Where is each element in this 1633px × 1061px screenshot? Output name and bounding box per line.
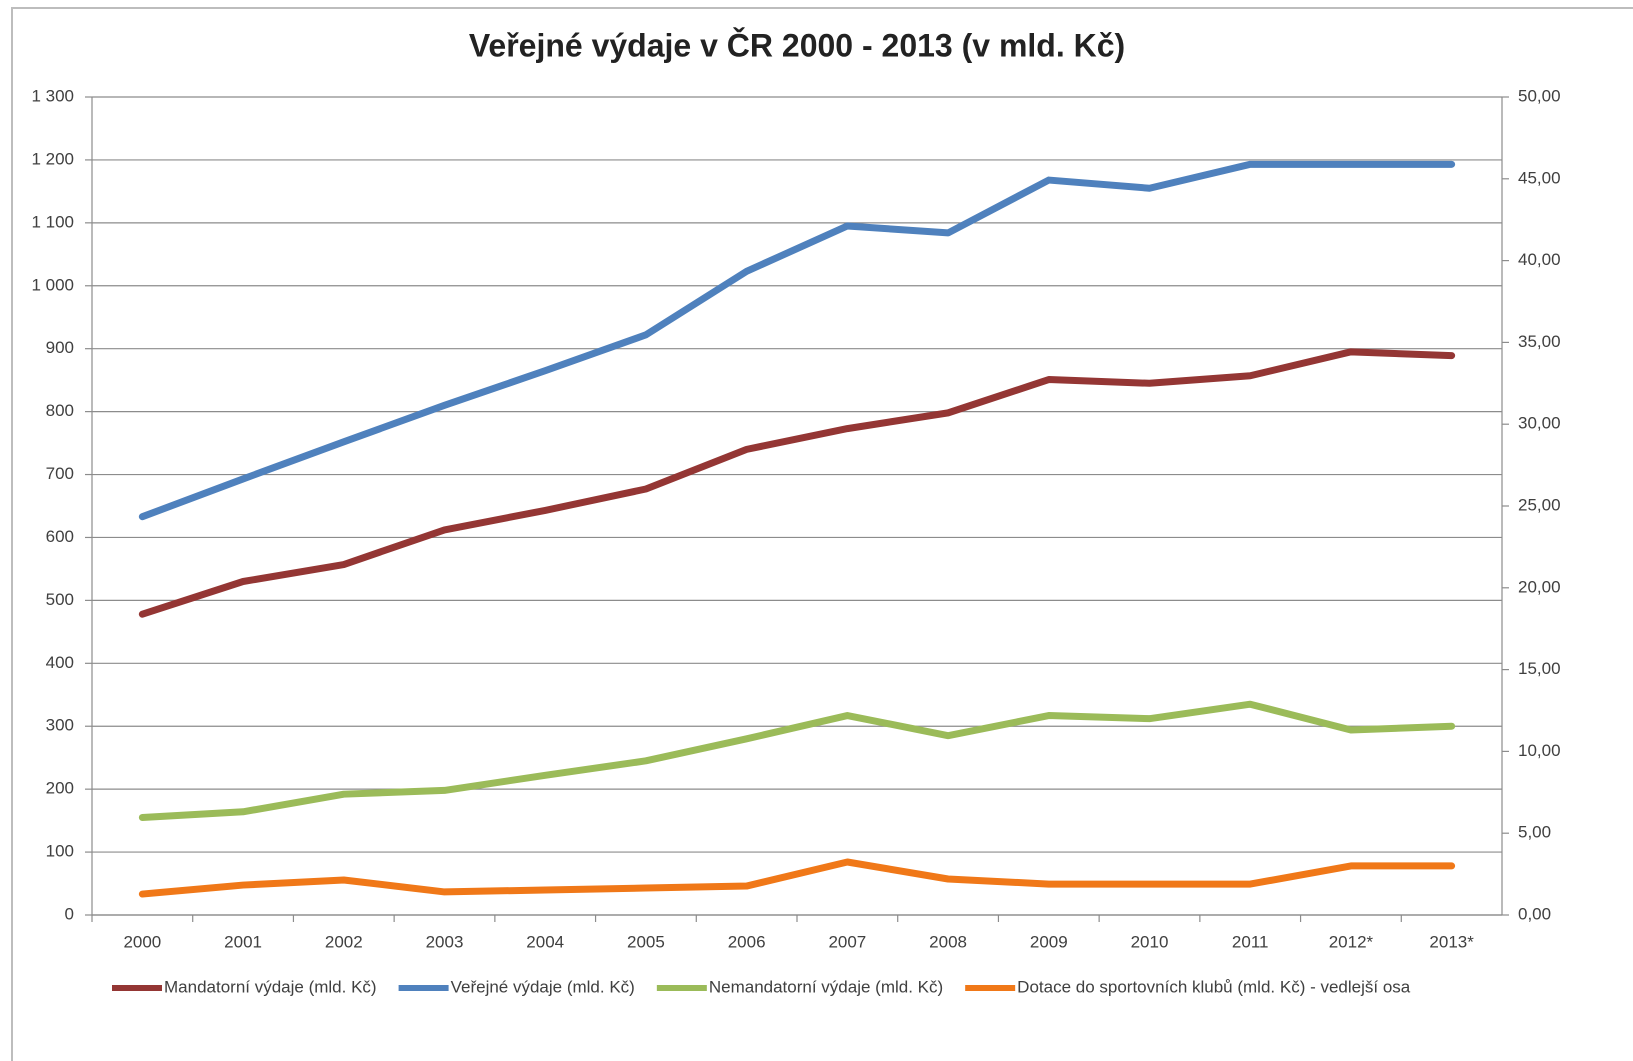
series-line [138, 858, 1456, 898]
x-tick-label: 2001 [224, 932, 262, 951]
legend-label: Nemandatorní výdaje (mld. Kč) [709, 977, 943, 996]
y-tick-label: 1 100 [31, 212, 74, 231]
y2-tick-label: 20,00 [1518, 577, 1561, 596]
series-line [138, 348, 1456, 618]
x-tick-label: 2007 [828, 932, 866, 951]
y-tick-label: 200 [46, 779, 74, 798]
y-tick-label: 500 [46, 590, 74, 609]
y2-tick-label: 15,00 [1518, 659, 1561, 678]
chart-title: Veřejné výdaje v ČR 2000 - 2013 (v mld. … [469, 27, 1125, 63]
series-line [138, 700, 1456, 821]
x-tick-label: 2012* [1329, 932, 1374, 951]
y-tick-label: 1 200 [31, 149, 74, 168]
legend-label: Mandatorní výdaje (mld. Kč) [164, 977, 377, 996]
series-line [138, 160, 1456, 521]
y2-tick-label: 25,00 [1518, 495, 1561, 514]
y-tick-label: 300 [46, 716, 74, 735]
y-tick-label: 0 [65, 904, 74, 923]
y2-tick-label: 45,00 [1518, 168, 1561, 187]
y2-tick-label: 0,00 [1518, 904, 1551, 923]
y2-tick-label: 35,00 [1518, 332, 1561, 351]
y-tick-label: 400 [46, 653, 74, 672]
legend-label: Dotace do sportovních klubů (mld. Kč) - … [1017, 977, 1411, 996]
y2-tick-label: 5,00 [1518, 823, 1551, 842]
x-tick-label: 2006 [728, 932, 766, 951]
legend-label: Veřejné výdaje (mld. Kč) [451, 977, 635, 996]
y2-tick-label: 30,00 [1518, 414, 1561, 433]
x-tick-label: 2008 [929, 932, 967, 951]
y-tick-label: 1 000 [31, 275, 74, 294]
y-tick-label: 600 [46, 527, 74, 546]
y-tick-label: 800 [46, 401, 74, 420]
y-tick-label: 100 [46, 842, 74, 861]
chart-frame [11, 7, 1633, 1061]
x-tick-label: 2009 [1030, 932, 1068, 951]
x-tick-label: 2004 [526, 932, 564, 951]
x-tick-label: 2003 [426, 932, 464, 951]
x-tick-label: 2010 [1131, 932, 1169, 951]
y-tick-label: 1 300 [31, 86, 74, 105]
x-tick-label: 2013* [1429, 932, 1474, 951]
y2-tick-label: 10,00 [1518, 741, 1561, 760]
x-tick-label: 2002 [325, 932, 363, 951]
x-tick-label: 2011 [1232, 932, 1269, 951]
y2-tick-label: 40,00 [1518, 250, 1561, 269]
y-tick-label: 700 [46, 464, 74, 483]
y-tick-label: 900 [46, 338, 74, 357]
x-tick-label: 2000 [123, 932, 161, 951]
y2-tick-label: 50,00 [1518, 86, 1561, 105]
x-tick-label: 2005 [627, 932, 665, 951]
